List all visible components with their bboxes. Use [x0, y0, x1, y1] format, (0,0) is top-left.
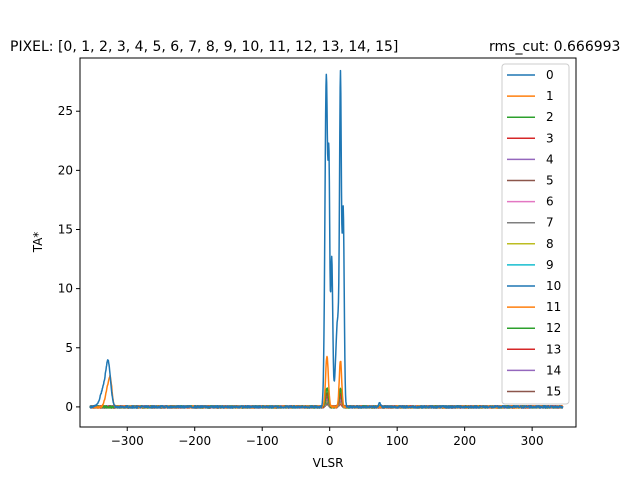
x-tick-label: 100: [386, 434, 409, 448]
x-tick-label: 200: [453, 434, 476, 448]
x-tick-label: −200: [178, 434, 211, 448]
legend-label-4: 4: [546, 152, 554, 166]
x-axis-label: VLSR: [313, 456, 344, 470]
y-tick-label: 20: [58, 163, 73, 177]
y-axis-label: TA*: [31, 232, 45, 254]
legend-label-5: 5: [546, 174, 554, 188]
legend-label-11: 11: [546, 300, 561, 314]
x-axis: −300 −200 −100 0 100 200 300: [111, 427, 544, 448]
chart-subtitle: rms_cut: 0.666993: [489, 39, 620, 55]
legend-label-1: 1: [546, 89, 554, 103]
y-tick-label: 10: [58, 282, 73, 296]
legend-label-15: 15: [546, 385, 561, 399]
x-tick-label: −300: [111, 434, 144, 448]
x-tick-label: 0: [326, 434, 334, 448]
x-tick-label: −100: [246, 434, 279, 448]
y-axis: 0 5 10 15 20 25: [58, 104, 80, 414]
legend-label-10: 10: [546, 279, 561, 293]
series-line-0: [89, 69, 564, 409]
legend-label-3: 3: [546, 131, 554, 145]
legend-label-13: 13: [546, 342, 561, 356]
legend-label-9: 9: [546, 258, 554, 272]
y-tick-label: 5: [65, 341, 73, 355]
legend-label-2: 2: [546, 110, 554, 124]
y-tick-label: 15: [58, 222, 73, 236]
y-tick-label: 0: [65, 400, 73, 414]
series-layer: [89, 69, 564, 409]
y-tick-label: 25: [58, 104, 73, 118]
plot-frame: [79, 57, 577, 428]
legend-label-6: 6: [546, 195, 554, 209]
x-tick-label: 300: [521, 434, 544, 448]
legend-label-12: 12: [546, 321, 561, 335]
chart-title: PIXEL: [0, 1, 2, 3, 4, 5, 6, 7, 8, 9, 10…: [10, 39, 398, 55]
legend-label-14: 14: [546, 363, 561, 377]
legend-label-0: 0: [546, 68, 554, 82]
legend-label-7: 7: [546, 216, 554, 230]
legend-label-8: 8: [546, 237, 554, 251]
legend-box: [501, 63, 570, 405]
